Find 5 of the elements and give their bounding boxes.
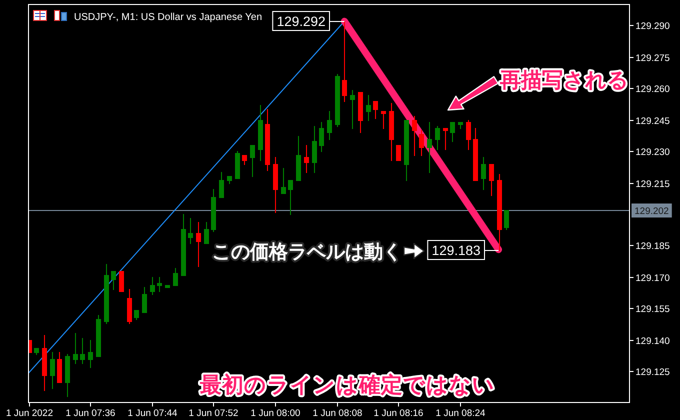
title: USDJPY-, M1: US Dollar vs Japanese Yen: [74, 12, 262, 23]
annotation: 再描写される: [499, 68, 629, 92]
ref-line-label: 129.202: [634, 206, 669, 217]
annotation: 129.183: [432, 243, 480, 258]
annotation: 129.292: [276, 14, 326, 29]
